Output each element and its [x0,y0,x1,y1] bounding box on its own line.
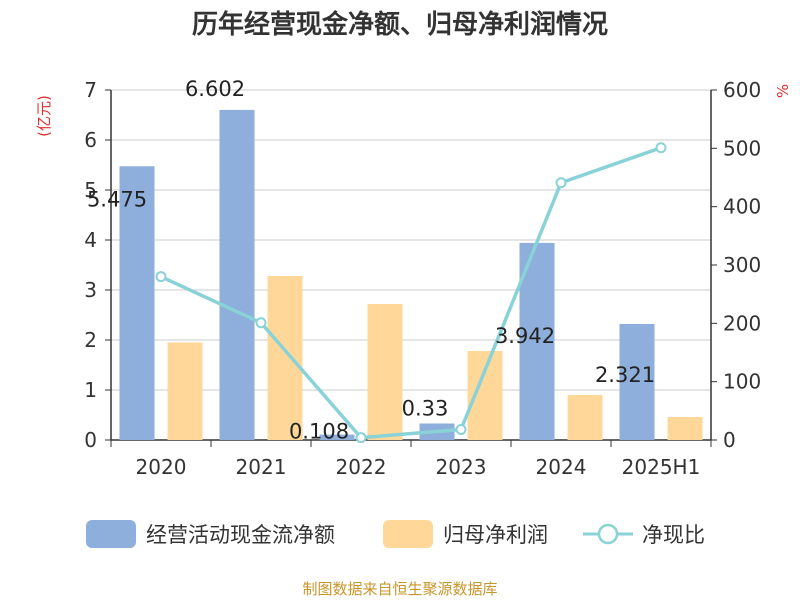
right-tick-label: 600 [723,78,761,102]
legend-label-cashflow: 经营活动现金流净额 [146,523,335,547]
bar-netprofit [467,351,503,440]
legend-label-netprofit: 归母净利润 [443,523,548,547]
bar-value-label: 0.108 [289,420,349,444]
bar-value-label: 0.33 [402,397,449,421]
bar-netprofit [567,395,603,440]
source-note: 制图数据来自恒生聚源数据库 [302,580,497,598]
bar-cashflow [119,166,155,440]
x-tick-label: 2024 [536,455,587,479]
left-tick-label: 7 [84,78,97,102]
bar-value-label: 5.475 [87,187,147,211]
left-tick-label: 1 [84,378,97,402]
bar-cashflow [319,434,355,440]
bar-netprofit [267,276,303,440]
ratio-point [255,317,267,329]
x-tick-label: 2020 [136,455,187,479]
right-tick-label: 100 [723,370,761,394]
left-tick-label: 4 [84,228,97,252]
ratio-line [160,146,662,440]
left-tick-label: 5 [84,178,97,202]
x-tick-label: 2025H1 [622,455,701,479]
ratio-point [655,142,667,154]
right-tick-label: 300 [723,253,761,277]
x-tick-label: 2021 [236,455,287,479]
ratio-point [555,177,567,189]
legend-swatch-netprofit [383,520,433,548]
legend-swatch-cashflow [86,520,136,548]
bar-netprofit [167,342,203,440]
bar-cashflow [519,242,555,440]
bar-netprofit [667,417,703,440]
bar-value-label: 2.321 [595,363,655,387]
bar-value-label: 3.942 [495,324,555,348]
right-tick-label: 400 [723,195,761,219]
left-tick-label: 6 [84,128,97,152]
legend-label-ratio: 净现比 [642,523,705,547]
x-tick-label: 2022 [336,455,387,479]
left-tick-label: 3 [84,278,97,302]
ratio-point [155,271,167,283]
bar-cashflow [219,109,255,441]
bar-value-label: 6.602 [185,77,245,101]
right-axis-unit: % [774,84,792,98]
legend-marker-ratio [597,523,619,545]
ratio-point [455,424,467,435]
bar-netprofit [367,304,403,440]
bar-cashflow [619,323,655,440]
chart-title: 历年经营现金净额、归母净利润情况 [192,9,608,40]
right-tick-label: 200 [723,311,761,335]
left-axis-unit: (亿元) [35,95,53,137]
right-tick-label: 0 [723,428,736,452]
left-tick-label: 2 [84,328,97,352]
left-tick-label: 0 [84,428,97,452]
ratio-point [355,432,367,444]
right-tick-label: 500 [723,136,761,160]
x-tick-label: 2023 [436,455,487,479]
